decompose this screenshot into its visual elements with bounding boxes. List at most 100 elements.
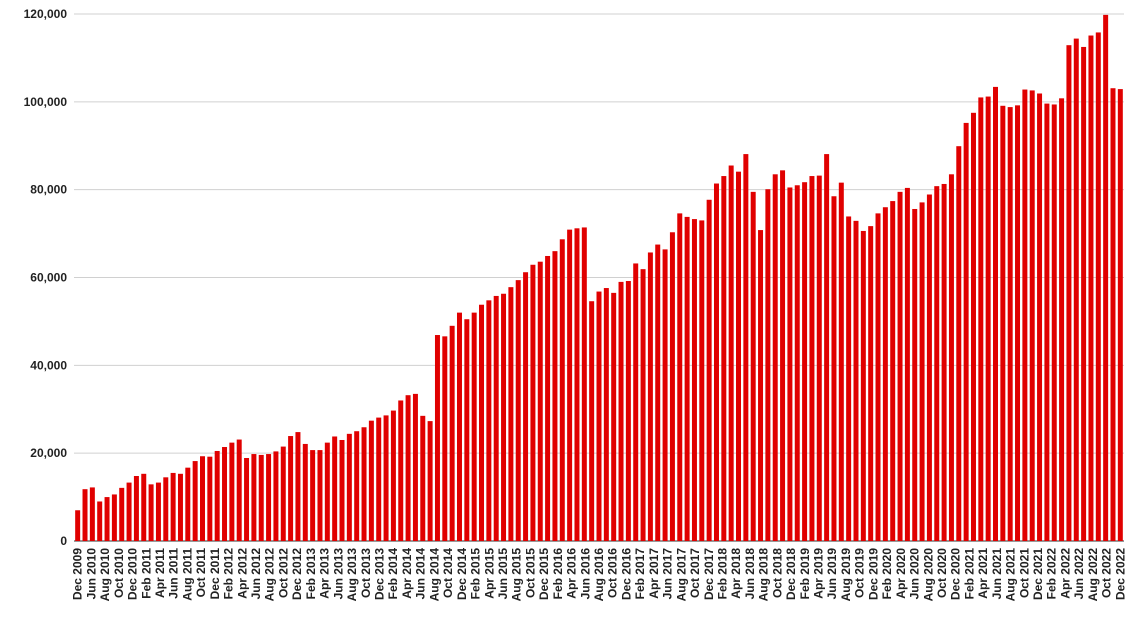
bar <box>1029 90 1035 542</box>
x-tick-label: Feb 2016 <box>551 548 565 600</box>
x-tick-label: Dec 2010 <box>126 548 140 600</box>
bar <box>89 487 95 541</box>
bar <box>736 171 741 541</box>
bar <box>897 191 903 542</box>
bar <box>706 199 712 541</box>
bar <box>258 454 264 541</box>
x-tick-label: Feb 2011 <box>139 548 153 599</box>
bar <box>772 174 778 542</box>
x-tick-label: Aug 2017 <box>674 548 688 602</box>
bar <box>684 216 690 541</box>
y-tick-label: 40,000 <box>30 358 67 372</box>
bar <box>875 213 881 541</box>
bar <box>97 501 103 541</box>
bar <box>816 175 822 542</box>
x-tick-label: Feb 2014 <box>386 548 400 600</box>
bar <box>420 415 426 541</box>
bar <box>427 421 433 541</box>
x-tick-label: Aug 2014 <box>427 548 441 602</box>
x-tick-label: Feb 2019 <box>798 548 812 600</box>
x-tick-label: Feb 2020 <box>880 548 894 600</box>
x-tick-label: Dec 2013 <box>372 548 386 600</box>
bar <box>1073 38 1079 542</box>
bar <box>273 451 279 541</box>
bar <box>486 300 492 541</box>
x-tick-label: Oct 2013 <box>359 548 373 598</box>
x-tick-label: Apr 2018 <box>729 548 743 599</box>
bar <box>346 433 352 541</box>
bar <box>956 146 962 541</box>
x-tick-label: Oct 2010 <box>112 548 126 598</box>
bar <box>339 439 345 541</box>
bar <box>567 229 573 541</box>
x-tick-label: Jun 2014 <box>414 548 428 600</box>
bar <box>1066 45 1072 542</box>
x-tick-label: Jun 2021 <box>990 548 1004 600</box>
bar <box>993 86 998 542</box>
bar <box>354 431 360 541</box>
x-tick-label: Dec 2017 <box>702 548 716 600</box>
bar <box>787 187 793 541</box>
bar <box>163 477 169 541</box>
bar <box>501 293 507 541</box>
x-tick-label: Oct 2017 <box>688 548 702 598</box>
bar <box>111 494 117 541</box>
x-tick-label: Apr 2019 <box>812 548 826 599</box>
bar <box>669 232 675 541</box>
y-tick-label: 80,000 <box>30 183 67 197</box>
bar <box>442 336 448 541</box>
x-tick-label: Jun 2016 <box>578 548 592 600</box>
bar <box>493 295 499 541</box>
x-tick-label: Oct 2022 <box>1100 548 1114 598</box>
x-tick-label: Apr 2020 <box>894 548 908 599</box>
bar <box>963 122 969 541</box>
x-tick-label: Jun 2013 <box>331 548 345 600</box>
bar <box>581 227 587 541</box>
bar <box>780 170 786 541</box>
bar <box>361 427 367 541</box>
bar <box>1110 88 1116 541</box>
bar <box>185 467 191 541</box>
bar <box>882 207 888 542</box>
bar <box>148 484 154 541</box>
bar <box>1037 93 1043 542</box>
bar <box>941 183 947 541</box>
bar <box>647 252 653 541</box>
bar <box>324 442 330 541</box>
x-tick-label: Aug 2012 <box>263 548 277 602</box>
x-tick-label: Aug 2015 <box>510 548 524 602</box>
x-tick-label: Aug 2020 <box>921 548 935 602</box>
x-tick-label: Dec 2016 <box>619 548 633 600</box>
bar <box>207 456 213 541</box>
x-tick-label: Jun 2022 <box>1072 548 1086 600</box>
bar <box>515 280 521 541</box>
bar <box>1015 105 1021 541</box>
bar <box>537 261 543 541</box>
x-tick-label: Jun 2020 <box>908 548 922 600</box>
bar <box>119 487 125 541</box>
x-tick-label: Apr 2011 <box>153 548 167 598</box>
bar <box>912 208 918 542</box>
bar <box>1103 14 1109 541</box>
bar <box>229 442 235 541</box>
x-tick-label: Dec 2015 <box>537 548 551 600</box>
bars <box>75 14 1123 542</box>
y-axis-tick-labels: 0 20,000 40,000 60,000 80,000 100,000 120,000 <box>24 7 68 548</box>
x-tick-label: Aug 2021 <box>1004 548 1018 602</box>
x-tick-label: Feb 2015 <box>469 548 483 600</box>
x-tick-label: Dec 2009 <box>71 548 85 600</box>
bar <box>405 395 411 541</box>
x-tick-label: Apr 2017 <box>647 548 661 599</box>
bar <box>251 454 257 541</box>
bar <box>721 176 727 542</box>
bar <box>456 312 462 541</box>
x-tick-label: Oct 2019 <box>853 548 867 598</box>
bar <box>479 304 485 541</box>
x-tick-label: Apr 2012 <box>235 548 249 599</box>
x-tick-label: Aug 2010 <box>98 548 112 602</box>
bar <box>552 251 558 541</box>
bar <box>302 443 308 541</box>
bar <box>141 473 147 541</box>
bar <box>376 417 382 541</box>
bar <box>155 482 161 541</box>
